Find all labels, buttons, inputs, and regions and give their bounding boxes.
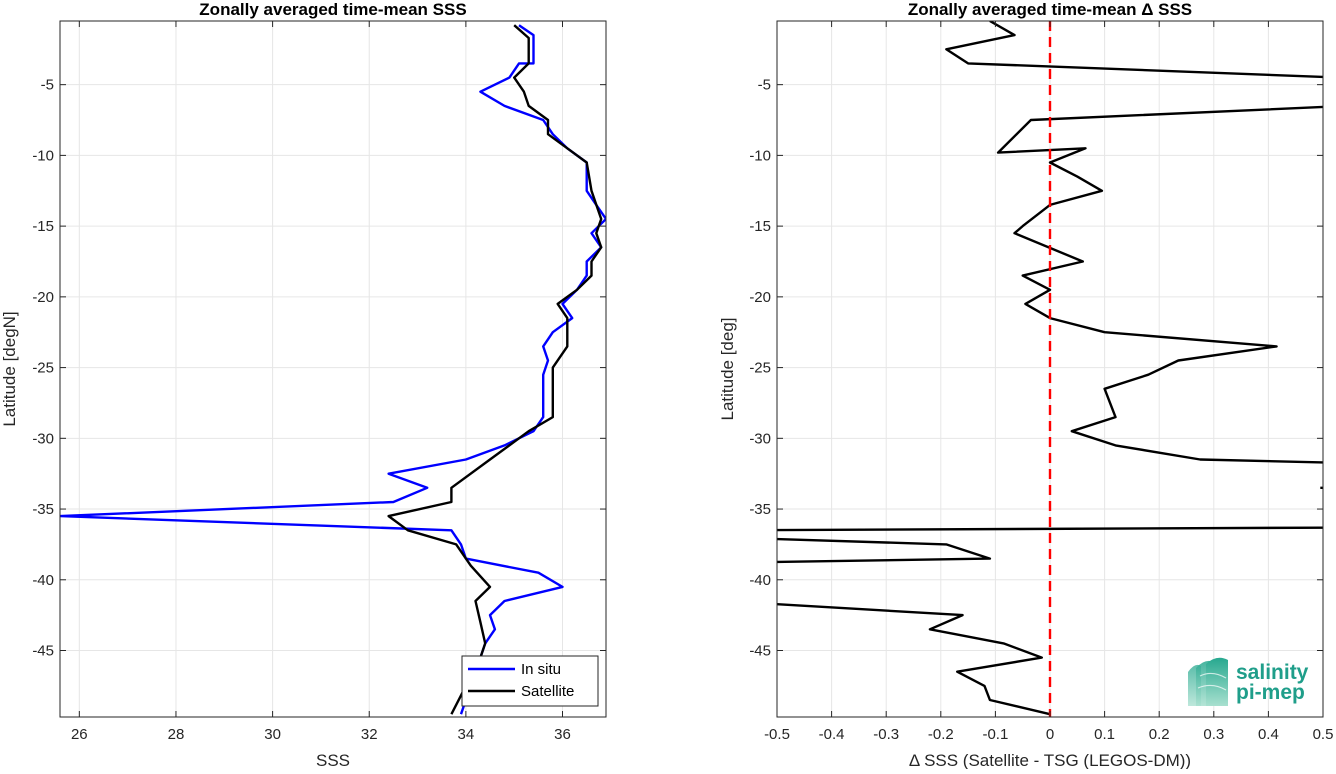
y-tick-label-right: -15 xyxy=(749,218,771,235)
x-tick-label-right: 0.4 xyxy=(1258,726,1279,743)
plot-area-left xyxy=(60,21,606,717)
y-axis-label-right: Latitude [deg] xyxy=(718,317,737,420)
y-tick-label-right: -45 xyxy=(749,643,771,660)
y-tick-label-left: -5 xyxy=(41,77,54,94)
x-tick-label-left: 28 xyxy=(168,726,185,743)
y-tick-label-right: -35 xyxy=(749,501,771,518)
delta-sss-line-0 xyxy=(945,21,1323,79)
x-tick-label-left: 32 xyxy=(361,726,378,743)
y-axis-label-left: Latitude [degN] xyxy=(0,311,19,426)
delta-sss-line-1 xyxy=(996,105,1323,464)
chart-title-left: Zonally averaged time-mean SSS xyxy=(199,0,466,19)
x-tick-label-right: -0.5 xyxy=(764,726,790,743)
grid-left xyxy=(60,21,606,717)
y-tick-label-left: -35 xyxy=(32,501,54,518)
x-axis-label-right: Δ SSS (Satellite - TSG (LEGOS-DM)) xyxy=(909,751,1191,769)
satellite-line xyxy=(387,24,603,715)
y-tick-label-right: -10 xyxy=(749,147,771,164)
y-tick-label-right: -20 xyxy=(749,289,771,306)
delta-sss-line-4 xyxy=(777,537,992,564)
y-tick-label-right: -5 xyxy=(758,77,771,94)
delta-sss-line-5 xyxy=(777,603,1051,716)
y-tick-label-left: -45 xyxy=(32,643,54,660)
series-left xyxy=(60,24,606,715)
ticks-left: 26 28 30 32 34 36 -5 -10 -15 -20 -25 -30 -35 -40 -45 xyxy=(32,21,606,743)
x-tick-label-left: 30 xyxy=(264,726,281,743)
x-tick-label-right: 0 xyxy=(1046,726,1054,743)
y-tick-label-left: -25 xyxy=(32,360,54,377)
y-tick-label-left: -15 xyxy=(32,218,54,235)
x-tick-label-right: 0.3 xyxy=(1203,726,1224,743)
x-tick-label-right: 0.2 xyxy=(1149,726,1170,743)
logo-wave-icon xyxy=(1188,657,1228,706)
legend-label-in-situ: In situ xyxy=(521,661,561,678)
y-tick-label-left: -10 xyxy=(32,147,54,164)
x-tick-label-right: 0.5 xyxy=(1313,726,1334,743)
axes-frame-left xyxy=(59,20,607,718)
panel-delta-sss: -0.5 -0.4 -0.3 -0.2 -0.1 0 0.1 0.2 0.3 0.4 0.5 -5 -1… xyxy=(718,0,1333,770)
y-tick-label-right: -25 xyxy=(749,360,771,377)
x-tick-label-right: 0.1 xyxy=(1094,726,1115,743)
y-tick-label-left: -40 xyxy=(32,572,54,589)
y-tick-label-right: -40 xyxy=(749,572,771,589)
legend: In situ Satellite xyxy=(461,655,599,707)
x-tick-label-right: -0.2 xyxy=(928,726,954,743)
salinity-pi-mep-logo: salinity pi-mep xyxy=(1188,657,1309,706)
chart-title-right: Zonally averaged time-mean Δ SSS xyxy=(908,0,1192,19)
series-right xyxy=(777,21,1323,717)
ticks-right: -0.5 -0.4 -0.3 -0.2 -0.1 0 0.1 0.2 0.3 0.4 0.5 -5 -1… xyxy=(749,21,1333,743)
y-tick-label-left: -20 xyxy=(32,289,54,306)
logo-text-line2: pi-mep xyxy=(1236,681,1305,704)
x-tick-label-left: 36 xyxy=(554,726,571,743)
y-tick-label-left: -30 xyxy=(32,430,54,447)
legend-label-satellite: Satellite xyxy=(521,683,574,700)
x-tick-label-left: 34 xyxy=(458,726,475,743)
y-tick-label-right: -30 xyxy=(749,430,771,447)
delta-sss-line-3 xyxy=(777,526,1323,532)
x-axis-label-left: SSS xyxy=(316,751,350,769)
x-tick-label-left: 26 xyxy=(71,726,88,743)
legend-box xyxy=(461,655,599,707)
x-tick-label-right: -0.3 xyxy=(873,726,899,743)
x-tick-label-right: -0.1 xyxy=(982,726,1008,743)
logo-text-line1: salinity xyxy=(1236,661,1309,684)
panel-sss: 26 28 30 32 34 36 -5 -10 -15 -20 -25 -30 -35 -40 -45 Z… xyxy=(0,0,607,770)
x-tick-label-right: -0.4 xyxy=(819,726,845,743)
